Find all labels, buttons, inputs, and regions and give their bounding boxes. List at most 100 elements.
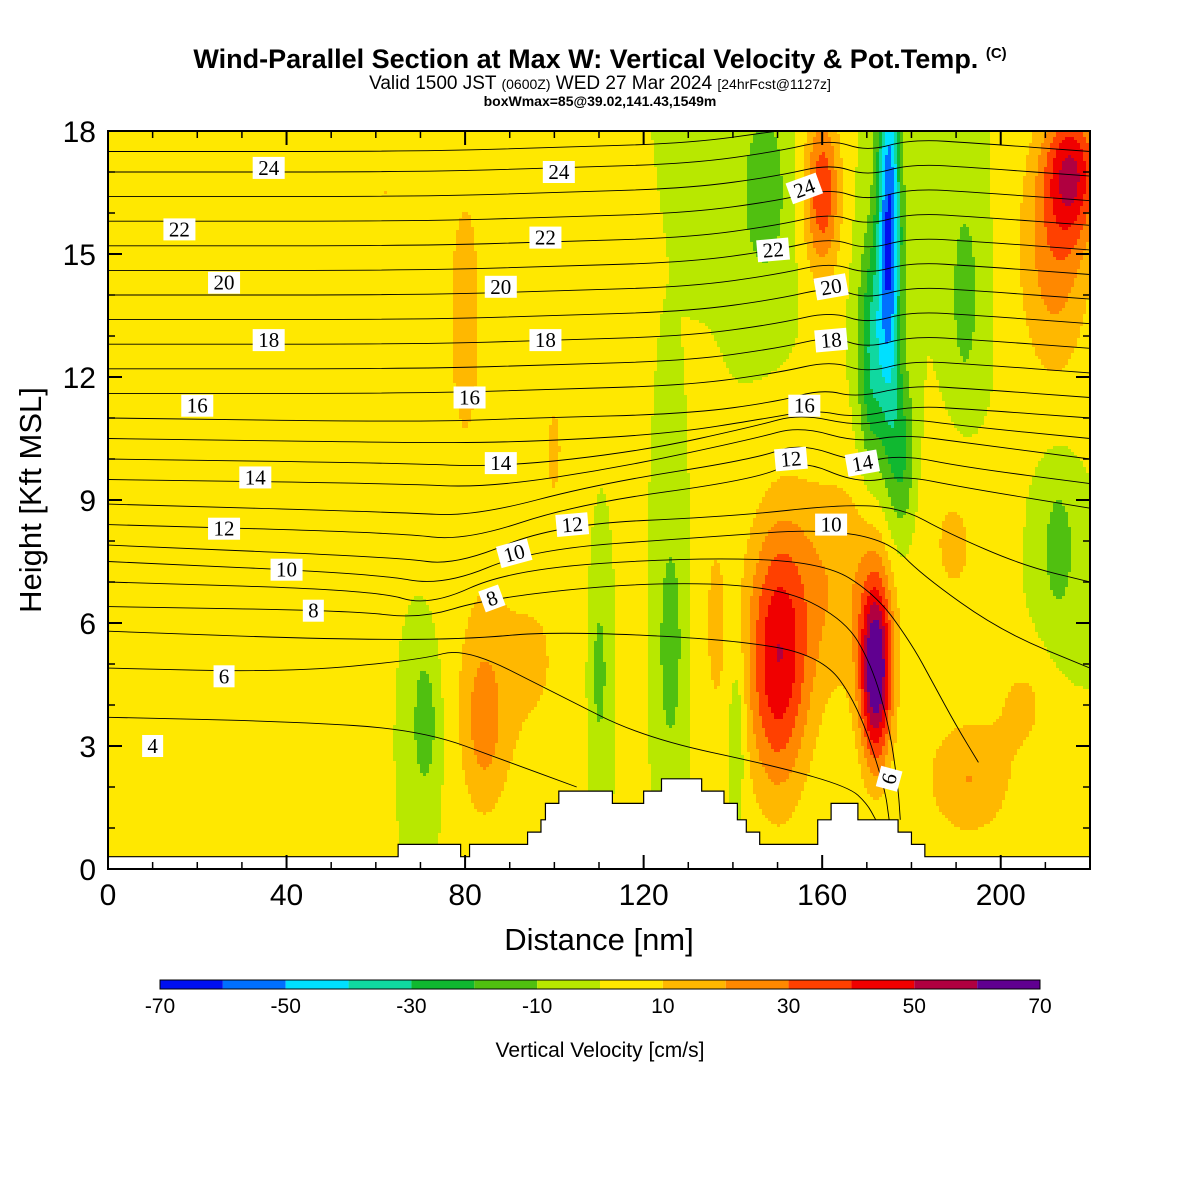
velocity-cell <box>1020 137 1024 141</box>
velocity-cell <box>666 137 670 141</box>
velocity-cell <box>942 140 946 144</box>
velocity-cell <box>993 140 997 144</box>
velocity-cell <box>783 140 787 144</box>
velocity-cell <box>1020 140 1024 144</box>
velocity-cell <box>1077 137 1081 141</box>
velocity-cell <box>738 140 742 144</box>
velocity-cell <box>1059 134 1063 138</box>
velocity-cell <box>798 140 802 144</box>
velocity-cell <box>243 143 247 147</box>
velocity-cell <box>258 137 262 141</box>
velocity-cell <box>939 137 943 141</box>
velocity-cell <box>1023 137 1027 141</box>
velocity-cell <box>261 137 265 141</box>
velocity-cell <box>579 134 583 138</box>
velocity-cell <box>1008 140 1012 144</box>
velocity-cell <box>948 137 952 141</box>
velocity-cell <box>921 137 925 141</box>
velocity-cell <box>438 137 442 141</box>
velocity-cell <box>117 134 121 138</box>
velocity-cell <box>252 143 256 147</box>
velocity-cell <box>450 137 454 141</box>
velocity-cell <box>273 137 277 141</box>
velocity-cell <box>150 140 154 144</box>
velocity-cell <box>732 140 736 144</box>
velocity-cell <box>621 137 625 141</box>
velocity-cell <box>351 134 355 138</box>
velocity-cell <box>612 134 616 138</box>
velocity-cell <box>531 134 535 138</box>
velocity-cell <box>849 137 853 141</box>
velocity-cell <box>825 134 829 138</box>
velocity-cell <box>882 134 886 138</box>
velocity-cell <box>504 137 508 141</box>
velocity-cell <box>675 137 679 141</box>
velocity-cell <box>1062 134 1066 138</box>
velocity-cell <box>981 134 985 138</box>
velocity-cell <box>1026 134 1030 138</box>
velocity-cell <box>447 137 451 141</box>
velocity-cell <box>195 140 199 144</box>
velocity-cell <box>945 134 949 138</box>
velocity-cell <box>222 137 226 141</box>
velocity-cell <box>345 134 349 138</box>
velocity-cell <box>369 137 373 141</box>
velocity-cell <box>306 140 310 144</box>
velocity-cell <box>738 137 742 141</box>
velocity-cell <box>624 134 628 138</box>
velocity-cell <box>915 140 919 144</box>
velocity-cell <box>456 137 460 141</box>
velocity-cell <box>258 134 262 138</box>
velocity-cell <box>1059 137 1063 141</box>
velocity-cell <box>783 134 787 138</box>
velocity-cell <box>891 134 895 138</box>
velocity-cell <box>927 134 931 138</box>
velocity-cell <box>900 137 904 141</box>
velocity-cell <box>183 143 187 147</box>
velocity-cell <box>267 140 271 144</box>
velocity-cell <box>672 134 676 138</box>
velocity-cell <box>837 137 841 141</box>
velocity-cell <box>414 140 418 144</box>
velocity-cell <box>795 137 799 141</box>
velocity-cell <box>1032 140 1036 144</box>
velocity-cell <box>192 143 196 147</box>
velocity-cell <box>930 137 934 141</box>
velocity-cell <box>810 134 814 138</box>
velocity-cell <box>921 134 925 138</box>
velocity-cell <box>306 134 310 138</box>
velocity-cell <box>933 137 937 141</box>
velocity-cell <box>882 137 886 141</box>
velocity-cell <box>282 143 286 147</box>
velocity-cell <box>888 137 892 141</box>
velocity-cell <box>630 137 634 141</box>
velocity-cell <box>957 134 961 138</box>
velocity-cell <box>405 137 409 141</box>
velocity-cell <box>171 143 175 147</box>
velocity-cell <box>333 140 337 144</box>
velocity-cell <box>810 140 814 144</box>
velocity-cell <box>693 137 697 141</box>
velocity-cell <box>261 143 265 147</box>
velocity-cell <box>891 140 895 144</box>
velocity-cell <box>111 134 115 138</box>
velocity-cell <box>219 137 223 141</box>
velocity-cell <box>540 134 544 138</box>
velocity-cell <box>1011 140 1015 144</box>
velocity-cell <box>291 137 295 141</box>
velocity-cell <box>126 134 130 138</box>
velocity-cell <box>177 143 181 147</box>
velocity-cell <box>489 134 493 138</box>
velocity-cell <box>276 137 280 141</box>
velocity-cell <box>390 140 394 144</box>
velocity-cell <box>261 140 265 144</box>
velocity-cell <box>1080 140 1084 144</box>
velocity-cell <box>300 137 304 141</box>
velocity-cell <box>645 140 649 144</box>
velocity-cell <box>303 143 307 147</box>
velocity-cell <box>633 137 637 141</box>
velocity-cell <box>435 140 439 144</box>
velocity-cell <box>153 137 157 141</box>
velocity-cell <box>657 134 661 138</box>
velocity-cell <box>831 137 835 141</box>
